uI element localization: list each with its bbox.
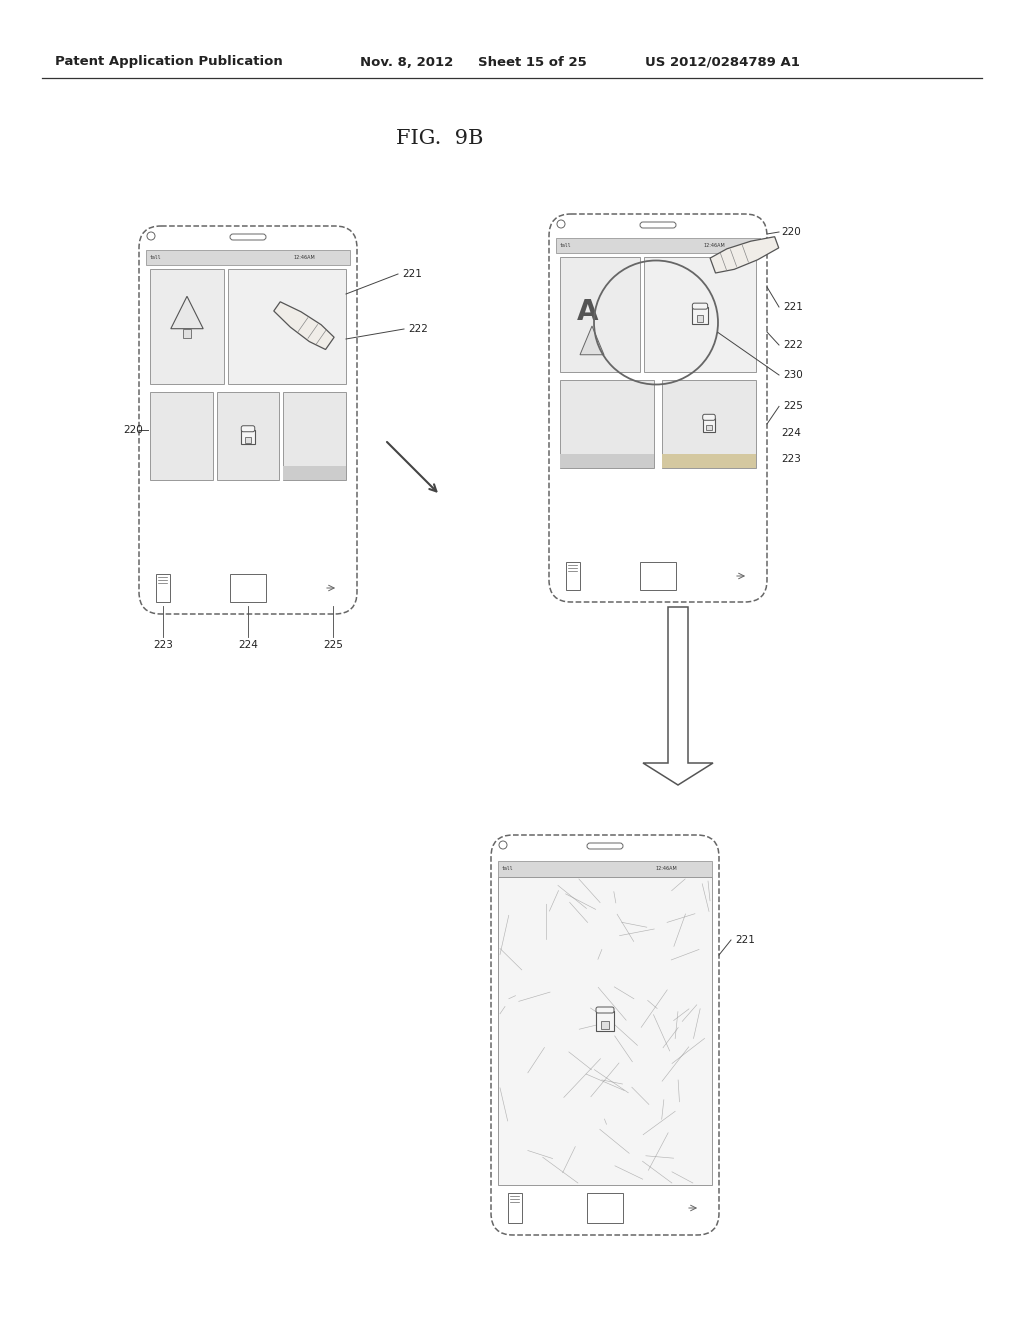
Text: 230: 230 [783,370,803,380]
Text: 223: 223 [781,454,801,465]
Polygon shape [171,296,203,329]
FancyBboxPatch shape [702,414,716,420]
Bar [498,876,712,1185]
Bar [556,238,760,253]
Text: US 2012/0284789 A1: US 2012/0284789 A1 [645,55,800,69]
Text: 224: 224 [238,640,258,649]
Bar [176,256,179,260]
Bar [508,1193,522,1224]
Bar [498,861,712,876]
Bar [692,863,706,875]
Polygon shape [710,236,778,273]
Bar [707,425,712,430]
Bar [284,466,346,480]
Text: 225: 225 [323,640,343,649]
Text: 12:46AM: 12:46AM [293,255,315,260]
Bar [150,269,224,384]
Bar [242,430,255,445]
Text: FIG.  9B: FIG. 9B [396,128,483,148]
Polygon shape [580,326,604,355]
Text: 222: 222 [408,323,428,334]
Bar [228,269,346,384]
Bar [702,418,716,432]
Text: tall: tall [150,255,162,260]
Bar [230,574,266,602]
Text: Nov. 8, 2012: Nov. 8, 2012 [360,55,454,69]
Bar [520,869,523,870]
Bar [662,454,756,469]
Bar [284,392,346,480]
Bar [331,253,341,261]
Bar [582,244,585,248]
Bar [696,315,703,322]
Text: tall: tall [560,243,571,248]
Bar [217,392,280,480]
Bar [245,437,251,442]
Text: 12:46AM: 12:46AM [703,243,725,248]
Bar [146,249,350,265]
Text: Patent Application Publication: Patent Application Publication [55,55,283,69]
Bar [560,380,654,469]
Bar [330,252,344,263]
Text: 12:46AM: 12:46AM [655,866,677,871]
Bar [740,240,754,251]
Bar [560,454,654,469]
Text: 220: 220 [781,227,801,238]
Bar [601,1020,609,1030]
Bar [532,867,535,873]
FancyBboxPatch shape [242,426,255,432]
Text: 220: 220 [123,425,143,436]
Text: 222: 222 [783,341,803,350]
Bar [662,380,756,469]
Text: tall: tall [502,866,513,871]
Bar [150,392,213,480]
Bar [590,243,593,248]
FancyBboxPatch shape [692,304,708,309]
Text: Sheet 15 of 25: Sheet 15 of 25 [478,55,587,69]
Bar [587,1193,623,1224]
Text: 221: 221 [402,269,422,279]
Bar [180,255,183,261]
Bar [596,1011,614,1031]
Bar [168,257,171,259]
Bar [156,574,170,602]
Bar [528,867,531,871]
Bar [644,257,756,372]
Bar [640,562,676,590]
FancyBboxPatch shape [596,1007,614,1012]
Bar [741,242,751,249]
Text: 225: 225 [783,401,803,412]
Bar [692,308,708,323]
Bar [586,244,589,248]
Bar [560,257,640,372]
Text: A: A [578,298,599,326]
Bar [172,256,175,260]
Bar [693,865,703,874]
Text: 224: 224 [781,428,801,438]
Bar [524,869,527,871]
Text: 221: 221 [735,935,755,945]
Text: 221: 221 [783,302,803,312]
Bar [183,329,190,338]
Bar [566,562,580,590]
Polygon shape [273,302,334,350]
Bar [578,246,581,247]
Text: 223: 223 [153,640,173,649]
